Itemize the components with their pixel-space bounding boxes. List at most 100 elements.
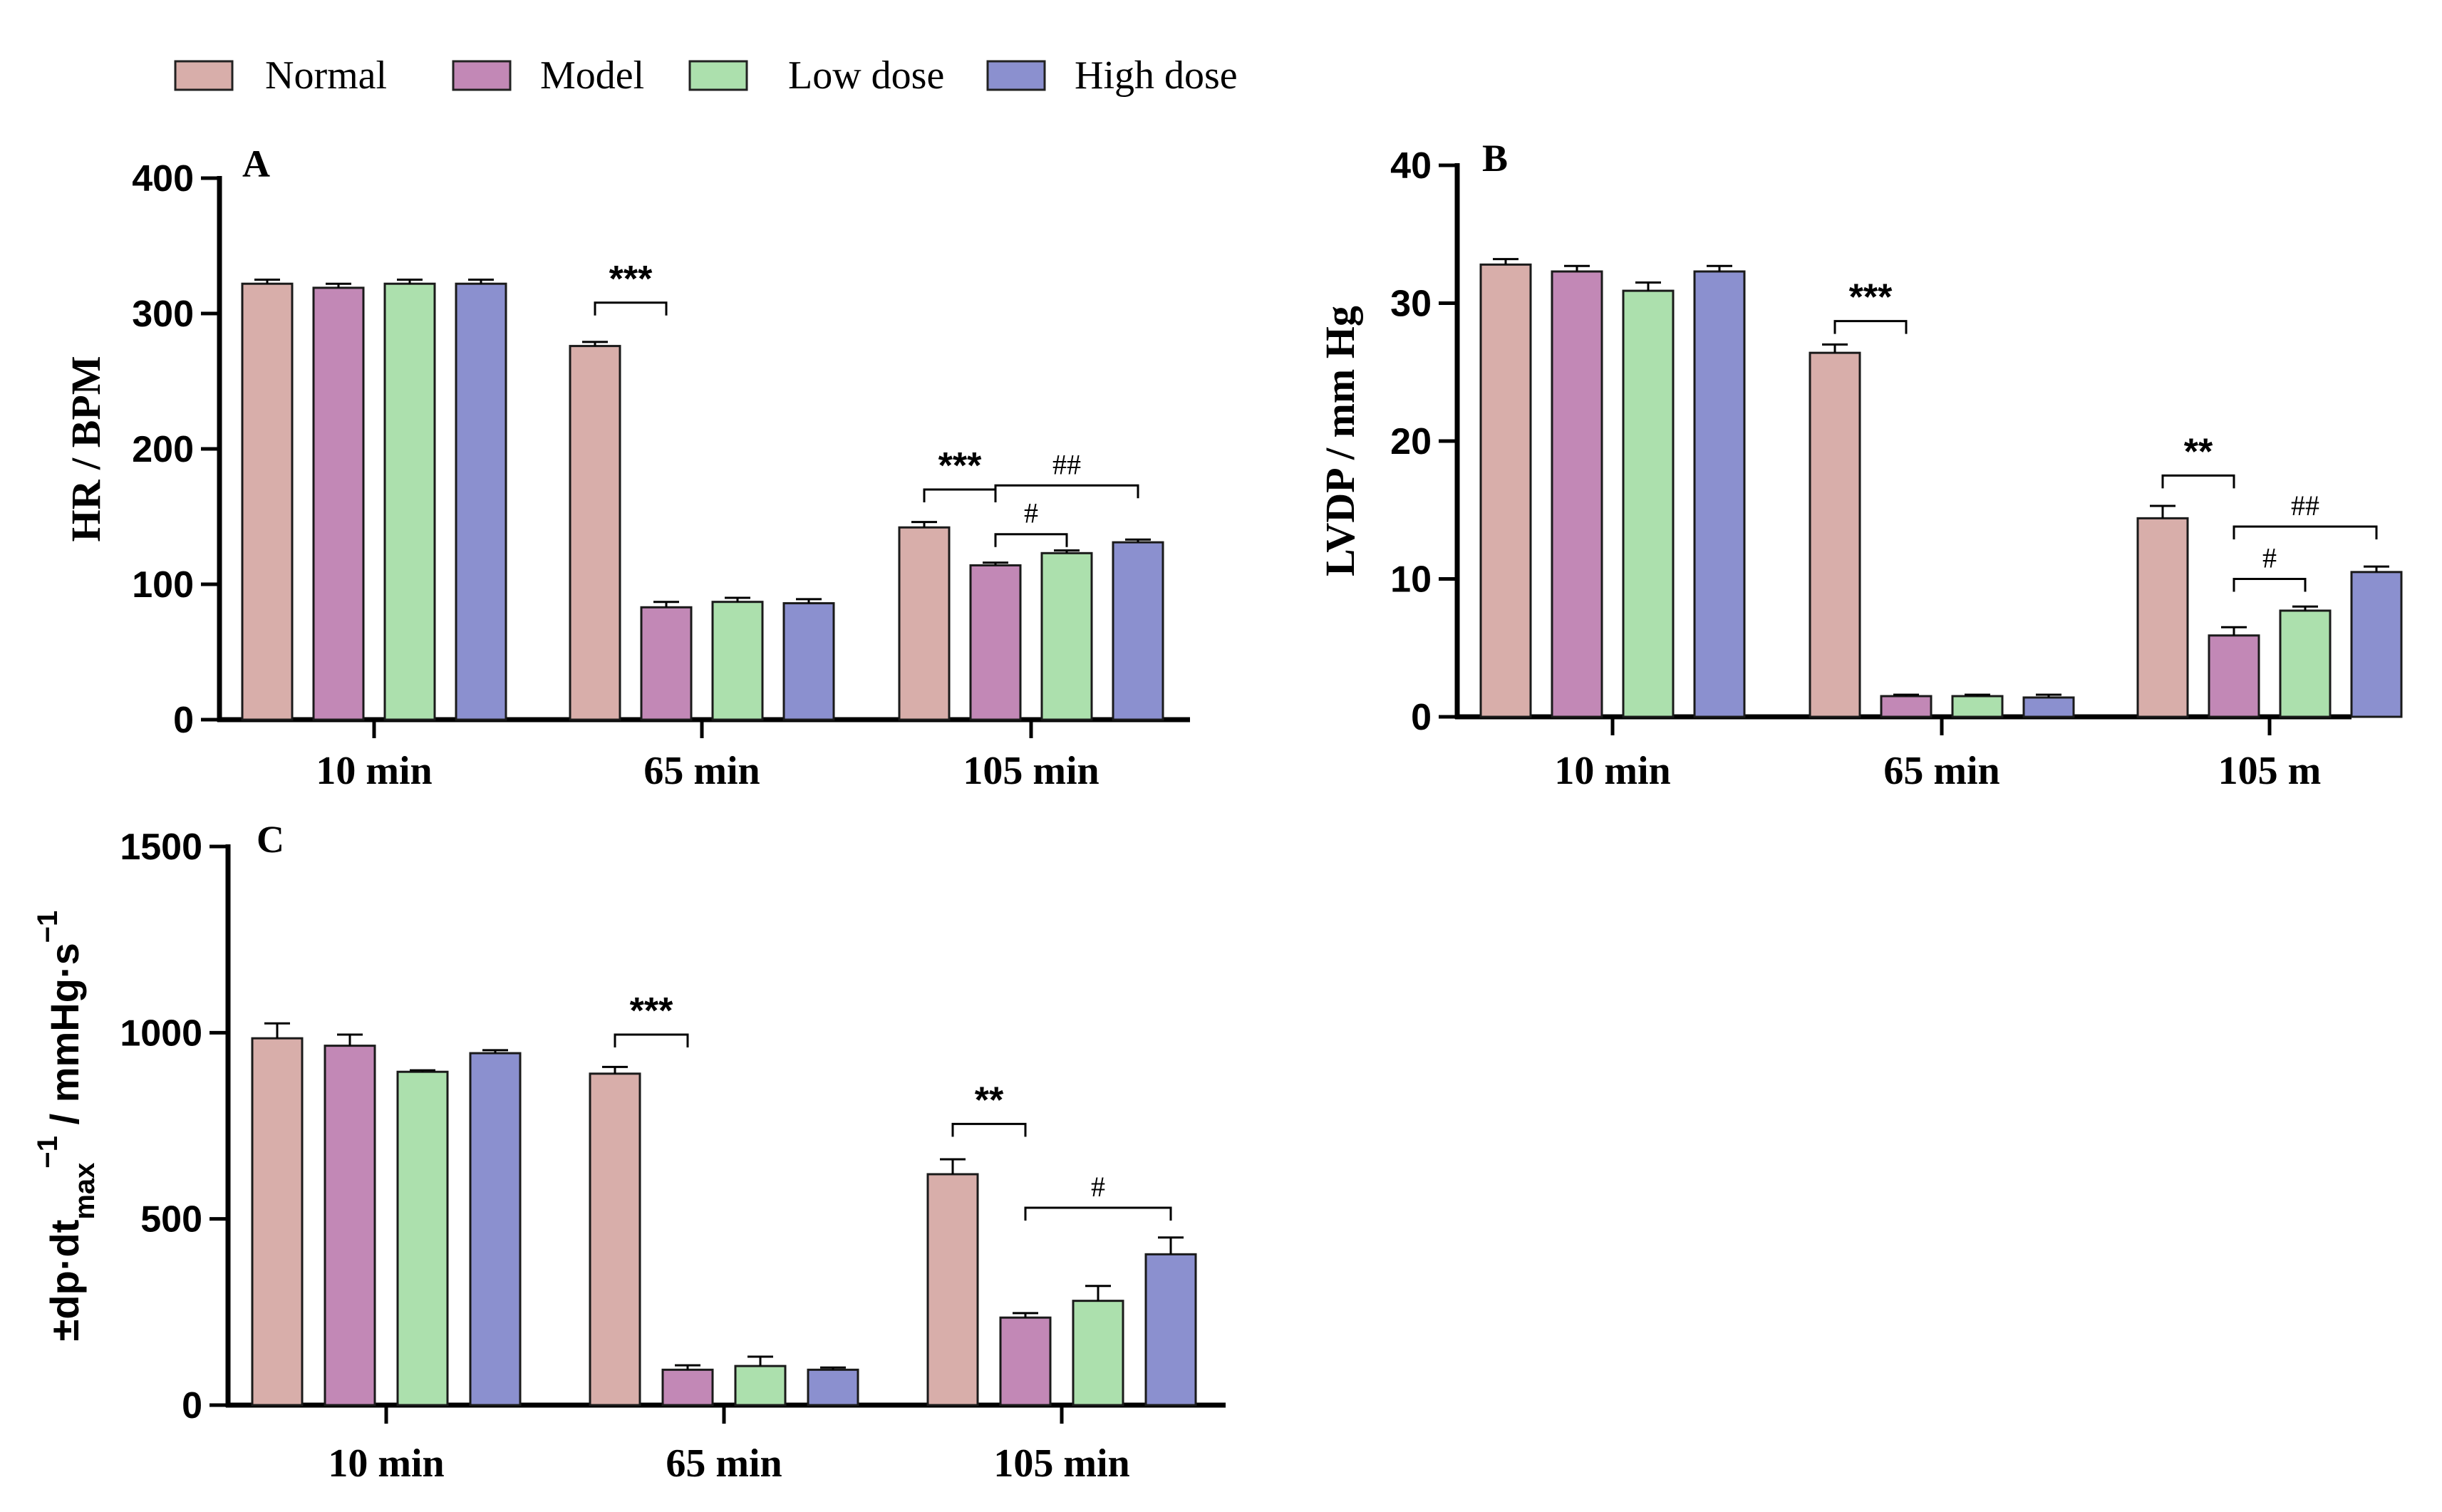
- legend-item-low-dose: Low dose: [688, 53, 944, 98]
- panel-c-category-label: 10 min: [328, 1441, 444, 1486]
- legend-swatch-normal: [174, 60, 234, 91]
- panel-b-bar-model: [1551, 270, 1603, 718]
- panel-b-category-label: 105 m: [2218, 749, 2322, 793]
- panel-c-significance-label: **: [975, 1079, 1004, 1121]
- panel-b-significance-label: ##: [2291, 490, 2319, 522]
- panel-a-bar-normal: [241, 282, 294, 721]
- panel-a-axes: 0 100 200 300 400 10 min 65 min 105 min: [132, 158, 1190, 793]
- panel-b-bar-high-dose: [2350, 571, 2403, 718]
- panel-a-ytick-label: 300: [132, 294, 194, 335]
- legend-label-model: Model: [540, 53, 644, 98]
- panel-a-bracket: [594, 301, 668, 316]
- panel-b-significance-label: **: [2184, 431, 2213, 472]
- panel-a-letter: A: [242, 143, 270, 185]
- panel-a-bar-low-dose: [711, 601, 764, 721]
- legend-item-high-dose: High dose: [986, 53, 1238, 98]
- panel-c-annotations: *****#: [614, 990, 1172, 1221]
- panel-a-ylabel: HR / BPM: [63, 356, 109, 542]
- panel-c-bar-normal: [926, 1173, 979, 1407]
- panel-c-bar-low-dose: [396, 1070, 449, 1407]
- panel-b-bar-model: [1880, 695, 1933, 718]
- panel-b-ytick-label: 0: [1411, 697, 1432, 738]
- panel-b-category-label: 65 min: [1883, 749, 1999, 793]
- panel-a-category-label: 10 min: [316, 749, 432, 793]
- panel-b-bar-low-dose: [1951, 695, 2004, 718]
- panel-b-ytick-label: 20: [1390, 421, 1432, 462]
- panel-a-bracket: [994, 484, 1139, 499]
- panel-a: A HR / BPM 0 100 200 300 400 10 min 65 min 105 mi…: [63, 143, 1190, 793]
- panel-a-bar-model: [312, 286, 365, 721]
- panel-a-ytick-label: 100: [132, 564, 194, 606]
- panel-c-bar-high-dose: [469, 1052, 522, 1407]
- panel-b-bar-normal: [2136, 517, 2189, 718]
- panel-c-significance-label: ***: [630, 990, 673, 1032]
- panel-a-significance-label: ***: [609, 259, 653, 300]
- panel-a-ytick-label: 0: [173, 700, 194, 741]
- legend-label-normal: Normal: [265, 53, 387, 98]
- panel-b-significance-label: #: [2262, 542, 2277, 574]
- panel-a-category-label: 105 min: [963, 749, 1099, 793]
- panel-a-ytick-label: 400: [132, 158, 194, 200]
- panel-b-ytick-label: 10: [1390, 559, 1432, 601]
- panel-c-bracket: [951, 1122, 1027, 1137]
- panel-c-ytick-label: 1000: [120, 1013, 202, 1054]
- panel-c-bracket: [614, 1033, 689, 1047]
- panel-b-letter: B: [1482, 137, 1508, 180]
- panel-c-bar-normal: [589, 1072, 641, 1407]
- panel-b-bar-high-dose: [2022, 696, 2075, 718]
- panel-b-ylabel-text: LVDP / mm Hg: [1317, 306, 1363, 576]
- panel-a-annotations: ****** ###: [594, 259, 1139, 547]
- panel-a-bar-model: [969, 564, 1022, 721]
- legend-swatch-model: [452, 60, 512, 91]
- panel-c-ylabel-text: ±dp·dtmax−1 / mmHg·s−1: [32, 911, 100, 1342]
- panel-b-ytick-label: 40: [1390, 145, 1432, 187]
- legend-item-model: Model: [452, 53, 644, 98]
- legend-label-low-dose: Low dose: [788, 53, 944, 98]
- panel-a-bar-high-dose: [455, 282, 507, 721]
- panel-c-bars: [251, 1022, 1197, 1407]
- panel-b-significance-label: ***: [1849, 277, 1893, 319]
- panel-a-bar-normal: [569, 345, 621, 721]
- panel-c-bar-high-dose: [1144, 1253, 1197, 1407]
- panel-a-significance-label: ***: [938, 445, 982, 487]
- panel-c-bar-model: [999, 1316, 1052, 1407]
- panel-a-bracket: [994, 533, 1068, 547]
- legend-swatch-high-dose: [986, 60, 1046, 91]
- panel-a-bar-high-dose: [1112, 541, 1164, 721]
- panel-b-ytick-label: 30: [1390, 284, 1432, 325]
- panel-c-letter: C: [257, 818, 284, 861]
- panel-c-significance-label: #: [1091, 1171, 1105, 1203]
- panel-a-bar-normal: [898, 526, 951, 721]
- panel-b-category-label: 10 min: [1554, 749, 1670, 793]
- panel-b-bars: [1479, 258, 2403, 718]
- panel-a-bars: [241, 279, 1164, 721]
- panel-c-ytick-label: 500: [140, 1199, 202, 1241]
- panel-c-ytick-label: 1500: [120, 827, 202, 868]
- panel-c-bar-low-dose: [1072, 1300, 1124, 1407]
- panel-b-bar-normal: [1479, 263, 1532, 718]
- legend: Normal Model Low dose High dose: [174, 53, 1238, 98]
- panel-b-bar-low-dose: [2279, 609, 2332, 718]
- panel-a-ylabel-text: HR / BPM: [63, 356, 109, 542]
- panel-a-category-label: 65 min: [643, 749, 760, 793]
- panel-c-bar-high-dose: [807, 1368, 859, 1407]
- panel-c-ylabel-sup: −1: [32, 1136, 63, 1169]
- panel-c-bar-model: [324, 1045, 376, 1407]
- panel-a-bar-low-dose: [1040, 552, 1093, 721]
- panel-c-bar-normal: [251, 1037, 304, 1407]
- panel-b-bar-normal: [1809, 351, 1861, 718]
- panel-b-bar-model: [2208, 634, 2260, 718]
- panel-c-category-label: 105 min: [993, 1441, 1129, 1486]
- legend-swatch-low-dose: [688, 60, 748, 91]
- panel-a-bar-low-dose: [383, 282, 436, 721]
- panel-a-bar-high-dose: [782, 602, 835, 721]
- panel-a-ytick-label: 200: [132, 429, 194, 470]
- panel-c-axes: 0 500 1000 1500 10 min 65 min 105 min: [120, 827, 1226, 1486]
- panel-b-bracket: [1833, 320, 1908, 334]
- panel-a-bracket: [923, 488, 997, 502]
- panel-b-bracket: [2233, 578, 2307, 592]
- panel-b-bar-low-dose: [1622, 289, 1675, 718]
- panel-b-axes: 0 10 20 30 40 10 min 65 min 105 m: [1390, 145, 2352, 793]
